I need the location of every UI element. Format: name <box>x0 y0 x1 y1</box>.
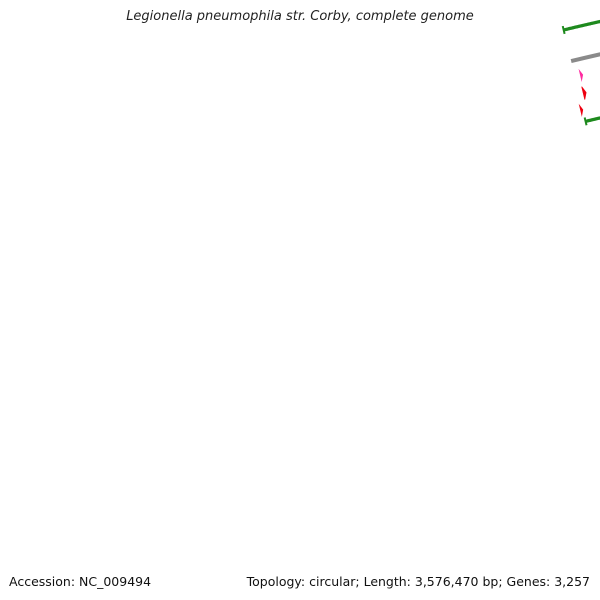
red-feature <box>577 103 584 118</box>
scale-tick <box>589 118 593 122</box>
scale-tick <box>596 116 600 121</box>
scale-tick <box>594 117 597 121</box>
feature-track <box>577 68 588 118</box>
red-feature <box>580 85 588 101</box>
scale-tick <box>566 27 570 31</box>
backbone-arc <box>570 52 600 64</box>
scale-tick <box>563 27 567 32</box>
scale-tick <box>585 119 589 123</box>
scale-tick <box>597 20 600 24</box>
scale-tick <box>589 21 593 26</box>
scale-tick <box>581 23 584 28</box>
scale-tick <box>587 118 590 123</box>
map-title: Legionella pneumophila str. Corby, compl… <box>126 9 474 24</box>
genome-summary: Topology: circular; Length: 3,576,470 bp… <box>246 574 590 589</box>
pink-feature <box>577 68 584 83</box>
scale-tick <box>592 21 596 25</box>
scale-tick <box>575 25 579 29</box>
scale-tick <box>582 23 586 27</box>
scale-tick <box>595 116 599 121</box>
accession-label: Accession: NC_009494 <box>9 574 152 589</box>
scale-tick <box>583 117 588 126</box>
scale-tick <box>591 21 594 25</box>
scale-tick <box>568 26 571 31</box>
scale-tick <box>561 25 566 35</box>
scale-tick <box>565 27 568 32</box>
scale-tick <box>592 117 596 122</box>
scale-tick <box>578 24 581 28</box>
scale-tick <box>588 22 592 26</box>
scale-tick <box>591 117 594 122</box>
scale-tick <box>594 20 597 25</box>
scale-tick <box>584 23 587 27</box>
scale-tick <box>576 24 580 29</box>
scale-tick <box>586 22 590 26</box>
scale-tick <box>573 25 577 30</box>
scale-tick <box>569 26 573 31</box>
scale-tick <box>595 20 599 24</box>
scale-tick <box>585 22 589 27</box>
scale-tick <box>588 118 592 123</box>
scale-tick <box>570 26 574 30</box>
scale-tick <box>572 25 576 30</box>
genome-backbone <box>570 52 600 64</box>
scale-tick <box>579 24 583 28</box>
